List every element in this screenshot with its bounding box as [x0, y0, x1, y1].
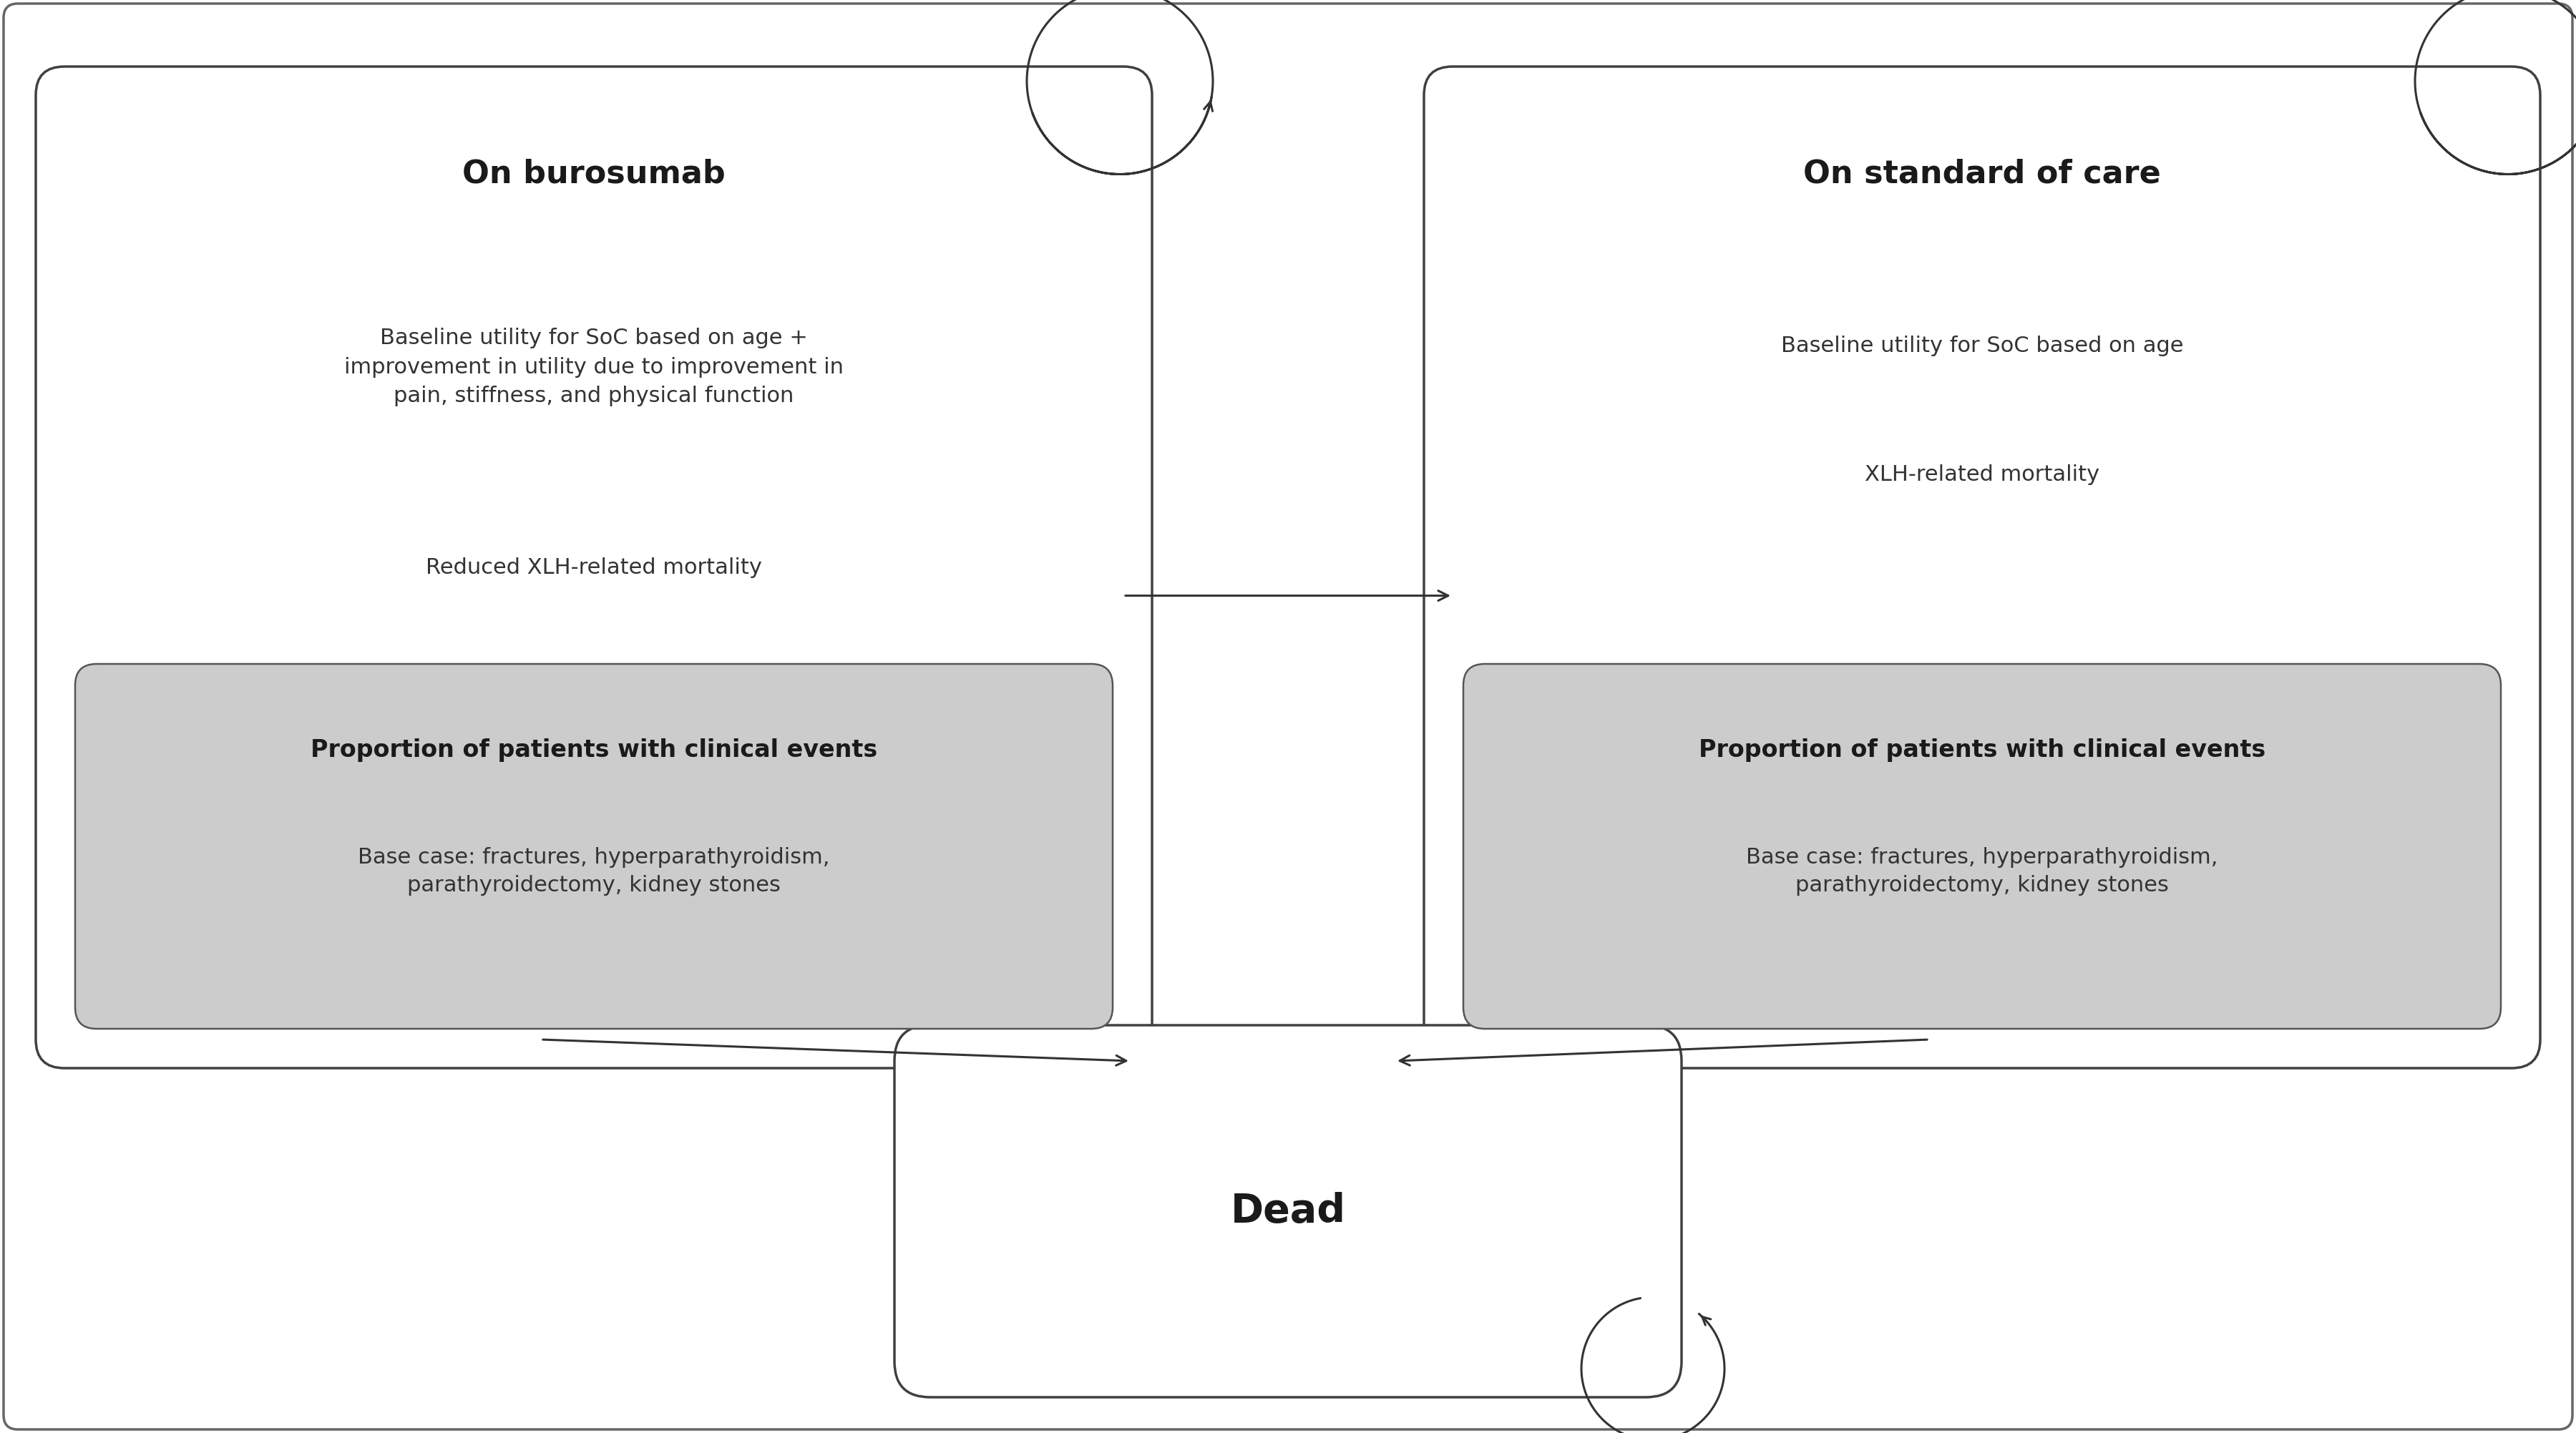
Text: Base case: fractures, hyperparathyroidism,
parathyroidectomy, kidney stones: Base case: fractures, hyperparathyroidis… [1747, 847, 2218, 896]
FancyBboxPatch shape [894, 1025, 1682, 1397]
Text: Reduced XLH-related mortality: Reduced XLH-related mortality [425, 557, 762, 577]
FancyBboxPatch shape [3, 3, 2573, 1430]
FancyBboxPatch shape [36, 66, 1151, 1068]
Text: On standard of care: On standard of care [1803, 159, 2161, 189]
FancyBboxPatch shape [75, 663, 1113, 1029]
Text: On burosumab: On burosumab [461, 159, 726, 189]
FancyBboxPatch shape [1463, 663, 2501, 1029]
Text: Proportion of patients with clinical events: Proportion of patients with clinical eve… [1698, 738, 2264, 761]
Text: Baseline utility for SoC based on age +
improvement in utility due to improvemen: Baseline utility for SoC based on age + … [345, 328, 845, 407]
Text: Dead: Dead [1231, 1192, 1345, 1231]
Text: XLH-related mortality: XLH-related mortality [1865, 464, 2099, 484]
FancyBboxPatch shape [1425, 66, 2540, 1068]
Text: Proportion of patients with clinical events: Proportion of patients with clinical eve… [312, 738, 878, 761]
Text: Base case: fractures, hyperparathyroidism,
parathyroidectomy, kidney stones: Base case: fractures, hyperparathyroidis… [358, 847, 829, 896]
Text: Baseline utility for SoC based on age: Baseline utility for SoC based on age [1780, 335, 2184, 355]
